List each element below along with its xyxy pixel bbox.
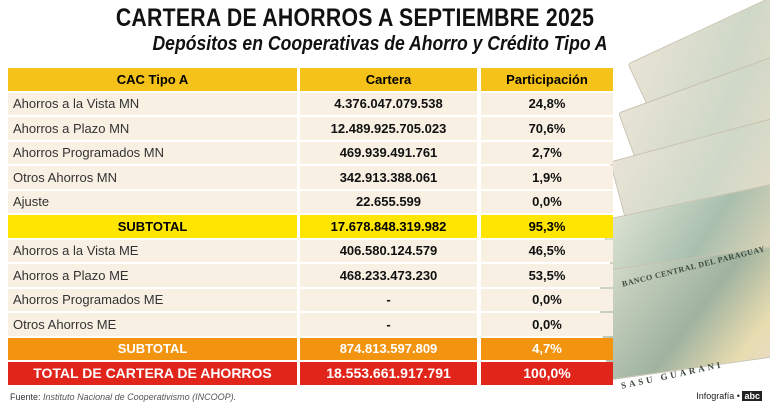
row-participacion: 0,0% bbox=[481, 288, 613, 311]
table-row: Ahorros a la Vista ME 406.580.124.579 46,5… bbox=[8, 239, 613, 265]
row-participacion: 53,5% bbox=[481, 264, 613, 287]
source-note: Fuente: Instituto Nacional de Cooperativ… bbox=[10, 392, 236, 402]
row-participacion: 2,7% bbox=[481, 141, 613, 164]
subtotal-participacion: 4,7% bbox=[481, 337, 613, 360]
mn-rows: Ahorros a la Vista MN 4.376.047.079.538 24… bbox=[8, 92, 613, 216]
header-participacion: Participación bbox=[481, 68, 613, 91]
subtotal-me-row: SUBTOTAL 874.813.597.809 4,7% bbox=[8, 337, 613, 363]
row-cartera: 12.489.925.705.023 bbox=[300, 117, 477, 140]
abc-logo: abc bbox=[742, 391, 762, 401]
table-row: Ahorros a Plazo MN 12.489.925.705.023 70,6… bbox=[8, 117, 613, 142]
credit-label: Infografía • bbox=[696, 391, 740, 401]
row-cartera: - bbox=[300, 288, 477, 311]
header-cartera: Cartera bbox=[300, 68, 477, 91]
subtotal-label: SUBTOTAL bbox=[8, 215, 297, 238]
table-header: CAC Tipo A Cartera Participación bbox=[8, 68, 613, 93]
table-row: Ahorros Programados MN 469.939.491.761 2,7… bbox=[8, 141, 613, 167]
header-cac: CAC Tipo A bbox=[8, 68, 297, 91]
row-participacion: 0,0% bbox=[481, 190, 613, 213]
page-title: CARTERA DE AHORROS A SEPTIEMBRE 2025 bbox=[115, 4, 595, 32]
subtotal-cartera: 17.678.848.319.982 bbox=[300, 215, 477, 238]
row-label: Otros Ahorros MN bbox=[8, 166, 297, 189]
row-cartera: - bbox=[300, 313, 477, 336]
table-row: Otros Ahorros MN 342.913.388.061 1,9% bbox=[8, 166, 613, 191]
subtotal-label: SUBTOTAL bbox=[8, 337, 297, 360]
row-cartera: 469.939.491.761 bbox=[300, 141, 477, 164]
row-label: Ajuste bbox=[8, 190, 297, 213]
row-participacion: 46,5% bbox=[481, 239, 613, 262]
row-label: Ahorros a la Vista MN bbox=[8, 92, 297, 115]
savings-table: CAC Tipo A Cartera Participación Ahorros… bbox=[8, 68, 613, 387]
subtotal-mn-row: SUBTOTAL 17.678.848.319.982 95,3% bbox=[8, 215, 613, 240]
row-participacion: 70,6% bbox=[481, 117, 613, 140]
row-label: Ahorros a Plazo ME bbox=[8, 264, 297, 287]
source-text: Instituto Nacional de Cooperativismo (IN… bbox=[43, 392, 237, 402]
table-row: Ahorros Programados ME -0,0% bbox=[8, 288, 613, 314]
row-cartera: 406.580.124.579 bbox=[300, 239, 477, 262]
total-cartera: 18.553.661.917.791 bbox=[300, 362, 477, 385]
row-participacion: 1,9% bbox=[481, 166, 613, 189]
row-participacion: 24,8% bbox=[481, 92, 613, 115]
row-cartera: 468.233.473.230 bbox=[300, 264, 477, 287]
table-row: Ahorros a la Vista MN 4.376.047.079.538 24… bbox=[8, 92, 613, 118]
row-cartera: 4.376.047.079.538 bbox=[300, 92, 477, 115]
me-rows: Ahorros a la Vista ME 406.580.124.579 46,5… bbox=[8, 239, 613, 338]
row-cartera: 22.655.599 bbox=[300, 190, 477, 213]
table-row: Ajuste 22.655.599 0,0% bbox=[8, 190, 613, 216]
row-participacion: 0,0% bbox=[481, 313, 613, 336]
table-row: Otros Ahorros ME -0,0% bbox=[8, 313, 613, 338]
row-label: Ahorros a Plazo MN bbox=[8, 117, 297, 140]
total-label: TOTAL DE CARTERA DE AHORROS bbox=[8, 362, 297, 385]
row-label: Otros Ahorros ME bbox=[8, 313, 297, 336]
source-label: Fuente: bbox=[10, 392, 41, 402]
total-row: TOTAL DE CARTERA DE AHORROS 18.553.661.9… bbox=[8, 362, 613, 387]
subtotal-cartera: 874.813.597.809 bbox=[300, 337, 477, 360]
row-label: Ahorros a la Vista ME bbox=[8, 239, 297, 262]
row-label: Ahorros Programados ME bbox=[8, 288, 297, 311]
credit: Infografía • abc bbox=[696, 391, 762, 401]
row-label: Ahorros Programados MN bbox=[8, 141, 297, 164]
row-cartera: 342.913.388.061 bbox=[300, 166, 477, 189]
subtotal-participacion: 95,3% bbox=[481, 215, 613, 238]
total-participacion: 100,0% bbox=[481, 362, 613, 385]
page-subtitle: Depósitos en Cooperativas de Ahorro y Cr… bbox=[152, 33, 608, 55]
table-row: Ahorros a Plazo ME 468.233.473.230 53,5% bbox=[8, 264, 613, 289]
banknotes-image: BANCO CENTRAL DEL PARAGUAY SASU GUARANI bbox=[600, 0, 770, 400]
